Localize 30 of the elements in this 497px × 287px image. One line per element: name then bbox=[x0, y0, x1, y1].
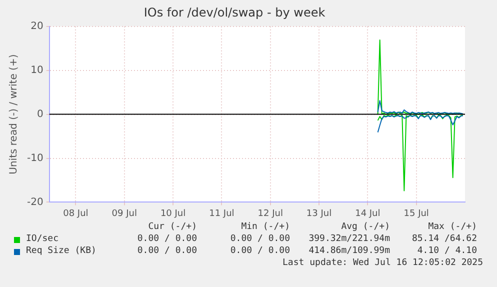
text: Avg (-/+) bbox=[341, 222, 390, 233]
y-tick-label: -10 bbox=[26, 152, 44, 164]
y-axis-title: Units read (-) / write (+) bbox=[8, 54, 20, 174]
x-tick-label: 12 Jul bbox=[258, 208, 283, 219]
legend-label: Req Size (KB) bbox=[26, 246, 96, 257]
text: 85.14 /64.62 bbox=[412, 234, 477, 245]
y-tick-label: -20 bbox=[26, 196, 44, 208]
text: Last update: Wed Jul 16 12:05:02 2025 bbox=[282, 258, 483, 269]
text: 414.86m/109.99m bbox=[308, 246, 390, 257]
text: 0.00 / 0.00 bbox=[230, 246, 290, 257]
text: Min (-/+) bbox=[241, 222, 290, 233]
text: Cur (-/+) bbox=[148, 222, 197, 233]
text: Max (-/+) bbox=[428, 222, 477, 233]
x-tick-label: 10 Jul bbox=[160, 208, 186, 219]
y-tick-label: 10 bbox=[30, 64, 44, 76]
text: 0.00 / 0.00 bbox=[137, 234, 197, 245]
legend-label: IO/sec bbox=[26, 234, 59, 245]
x-tick-label: 13 Jul bbox=[306, 208, 332, 219]
x-tick-label: 15 Jul bbox=[404, 208, 429, 219]
y-tick-label: 0 bbox=[36, 108, 44, 120]
y-tick-label: 20 bbox=[30, 20, 44, 32]
text: 4.10 / 4.10 bbox=[417, 246, 477, 257]
chart-title: IOs for /dev/ol/swap - by week bbox=[144, 5, 326, 20]
x-tick-label: 09 Jul bbox=[112, 208, 137, 219]
text: 0.00 / 0.00 bbox=[137, 246, 197, 257]
x-tick-label: 14 Jul bbox=[355, 208, 380, 219]
text: 0.00 / 0.00 bbox=[230, 234, 290, 245]
x-tick-label: 11 Jul bbox=[209, 208, 234, 219]
x-tick-label: 08 Jul bbox=[63, 208, 88, 219]
text: 399.32m/221.94m bbox=[308, 234, 390, 245]
